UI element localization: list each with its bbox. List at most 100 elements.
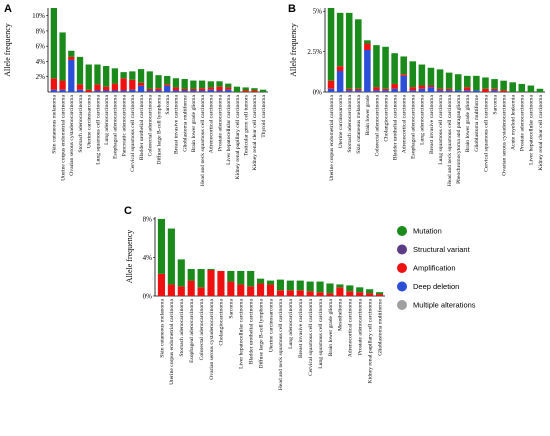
bar-segment-mutation <box>464 75 471 88</box>
bar-segment-mutation <box>276 279 284 291</box>
bar-segment-amplification <box>172 87 180 91</box>
category-label: Lung adenocarcinoma <box>104 94 110 144</box>
bar-segment-mutation <box>306 281 314 292</box>
category-label: Breast invasive carcinoma <box>174 94 180 154</box>
bar-segment-mutation <box>286 280 294 291</box>
bar-segment-amplification <box>409 87 417 91</box>
bar-segment-amplification <box>225 87 232 90</box>
y-tick-label: 4% <box>36 58 46 66</box>
bar-segment-mutation <box>216 81 223 87</box>
legend-label: Structural variant <box>413 245 471 254</box>
bar-segment-mutation <box>518 83 526 92</box>
y-tick-label: 0% <box>143 292 153 300</box>
bar-segment-amplification <box>251 90 258 92</box>
bar-segment-deep-deletion <box>491 90 498 92</box>
legend: Mutation Structural variant Amplification D… <box>397 226 476 310</box>
bar-segment-amplification <box>242 90 249 92</box>
bar-segment-amplification <box>76 84 84 90</box>
bar-segment-deep-deletion <box>207 89 214 92</box>
category-label: Uterine corpus endometrial carcinoma <box>60 94 66 180</box>
category-label: Liver hepatocellular carcinoma <box>239 298 245 368</box>
bar-segment-mutation <box>491 79 498 89</box>
bar-segment-mutation <box>509 82 516 92</box>
bar-segment-amplification <box>355 88 362 91</box>
bar-segment-deep-deletion <box>137 85 145 92</box>
category-label: Kidney renal papillary cell carcinoma <box>235 94 241 179</box>
bar-segment-amplification <box>237 284 245 296</box>
category-label: Ovarian serous cystadenocarcinoma <box>69 94 75 175</box>
category-label: Lung adenocarcinoma <box>420 94 426 144</box>
bar-segment-mutation <box>237 270 245 285</box>
bar-segment-mutation <box>326 283 334 294</box>
bar-segment-mutation <box>242 87 249 91</box>
bar-segment-mutation <box>391 53 398 84</box>
bar-segment-mutation <box>536 88 544 92</box>
bar-segment-amplification <box>356 292 364 296</box>
bar-segment-mutation <box>382 46 389 89</box>
category-label: Stomach adenocarcinoma <box>179 298 185 356</box>
bar-segment-amplification <box>418 85 426 89</box>
bar-segment-amplification <box>345 88 353 91</box>
bar-segment-deep-deletion <box>146 90 153 92</box>
category-label: Cholangiocarcinoma <box>383 94 389 141</box>
category-label: Lung squamous cell carcinoma <box>318 298 324 368</box>
bar-segment-mutation <box>59 32 66 81</box>
bar-segment-mutation <box>473 75 480 91</box>
category-label: Sarcoma <box>165 94 171 114</box>
category-label: Bladder urothelial carcinoma <box>139 94 145 160</box>
bar-segment-amplification <box>266 284 275 296</box>
bar-segment-deep-deletion <box>345 90 353 92</box>
bar-segment-deep-deletion <box>164 85 171 92</box>
bar-segment-mutation <box>164 75 171 85</box>
category-label: Esophageal adenocarcinoma <box>113 94 119 158</box>
bar-segment-deep-deletion <box>382 90 389 92</box>
bar-segment-amplification <box>276 290 284 296</box>
category-label: Head and neck squamous cell carcinoma <box>447 94 453 186</box>
bar-segment-mutation <box>247 270 255 287</box>
category-label: Glioblastoma multiforme <box>473 94 480 151</box>
bar-segment-deep-deletion <box>409 90 417 92</box>
bar-segment-amplification <box>436 88 444 91</box>
bar-segment-deep-deletion <box>68 59 75 92</box>
category-label: Diffuse large B-cell lymphoma <box>155 94 162 164</box>
category-label: Mesothelioma <box>338 298 344 331</box>
category-label: Skin cutaneous melanoma <box>52 94 58 153</box>
category-label: Sarcoma <box>492 94 498 114</box>
bar-segment-amplification <box>190 88 197 91</box>
bar-segment-amplification <box>111 83 119 91</box>
bar-segment-mutation <box>482 77 489 89</box>
category-label: Liver hepatocellular carcinoma <box>226 94 232 164</box>
legend-swatch-amplification <box>397 263 407 273</box>
category-label: Diffuse large B-cell lymphoma <box>257 298 264 368</box>
bar-segment-amplification <box>216 86 223 91</box>
bar-segment-mutation <box>260 89 267 92</box>
bar-segment-mutation <box>356 287 364 293</box>
bar-segment-mutation <box>527 85 535 92</box>
bar-segment-amplification <box>207 269 215 296</box>
bar-segment-amplification <box>400 74 407 76</box>
bar-segment-amplification <box>59 80 66 90</box>
bar-segment-mutation <box>364 40 371 44</box>
category-label: Sarcoma <box>229 298 235 318</box>
bar-segment-amplification <box>129 79 136 90</box>
bar-segment-mutation <box>225 83 232 88</box>
bar-segment-amplification <box>181 88 188 91</box>
bar-segment-amplification <box>103 86 110 91</box>
bar-segment-amplification <box>382 88 389 91</box>
bar-segment-amplification <box>364 43 371 50</box>
bar-segment-deep-deletion <box>59 89 66 92</box>
bar-segment-amplification <box>366 293 374 296</box>
bar-segment-amplification <box>68 56 75 60</box>
bar-segment-mutation <box>157 218 166 274</box>
category-label: Cervical squamous cell carcinoma <box>308 298 314 375</box>
bar-segment-deep-deletion <box>336 71 344 92</box>
legend-swatch-mutation <box>397 226 407 236</box>
bar-segment-mutation <box>266 280 275 285</box>
bar-segment-mutation <box>373 45 380 88</box>
bar-segment-deep-deletion <box>418 88 426 92</box>
bar-segment-deep-deletion <box>190 90 197 92</box>
category-label: Lung squamous cell carcinoma <box>438 94 444 164</box>
bar-segment-mutation <box>346 285 354 292</box>
bar-segment-mutation <box>500 80 507 91</box>
category-label: Kidney renal clear cell carcinoma <box>538 94 544 170</box>
